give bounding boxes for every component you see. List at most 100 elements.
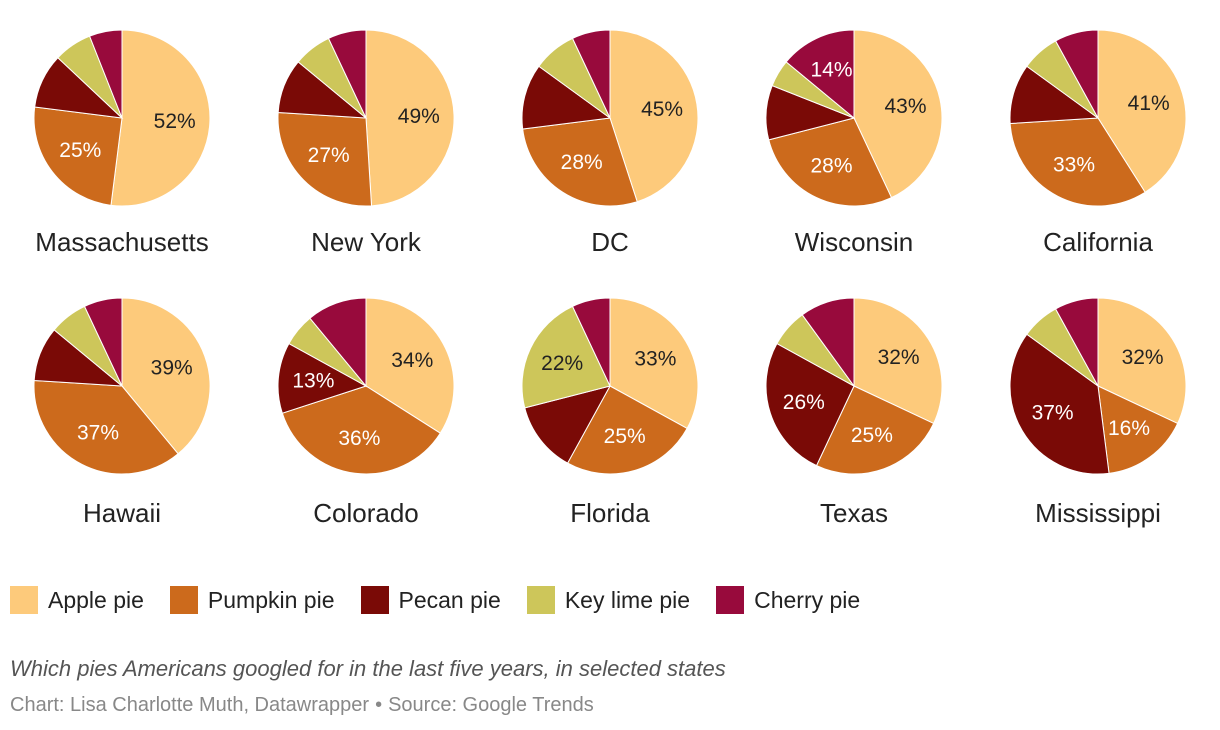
slice-mississippi-cherry: [1054, 297, 1099, 387]
slice-texas-cherry: [801, 297, 855, 388]
chart-caption: Which pies Americans googled for in the …: [10, 656, 726, 681]
legend-item-key-lime: Key lime pie: [526, 586, 690, 614]
slice-dc-pumpkin: [522, 117, 638, 207]
pie-title-texas: Texas: [820, 498, 888, 528]
legend-label-cherry: Cherry pie: [754, 586, 861, 613]
slice-hawaii-cherry: [83, 297, 123, 387]
slice-dc-cherry: [571, 29, 611, 119]
slice-label-california-apple: 41%: [1128, 92, 1170, 115]
slice-texas-pumpkin: [815, 385, 935, 475]
pie-new-york: 49% 27% New York: [277, 29, 455, 257]
slice-label-texas-pecan: 26%: [783, 391, 825, 414]
slice-label-mississippi-pumpkin: 16%: [1108, 417, 1150, 440]
slice-new-york-pumpkin: [277, 111, 373, 207]
pie-dc: 45% 28% DC: [521, 29, 699, 257]
pie-massachusetts: 52% 25% Massachusetts: [33, 29, 211, 257]
slice-label-florida-apple: 33%: [634, 348, 676, 371]
slice-label-dc-apple: 45%: [641, 98, 683, 121]
slice-label-dc-pumpkin: 28%: [561, 151, 603, 174]
slice-florida-key-lime: [521, 305, 611, 409]
slice-label-colorado-pecan: 13%: [292, 370, 334, 393]
slice-massachusetts-apple: [110, 29, 211, 207]
slice-florida-cherry: [571, 297, 611, 387]
legend-item-pumpkin: Pumpkin pie: [169, 586, 335, 614]
pie-title-massachusetts: Massachusetts: [35, 227, 208, 257]
pie-texas: 32% 25% 26% Texas: [765, 297, 943, 528]
slice-hawaii-pumpkin: [33, 379, 179, 475]
slice-label-mississippi-pecan: 37%: [1032, 401, 1074, 424]
slice-colorado-cherry: [309, 297, 367, 388]
slice-new-york-cherry: [327, 29, 367, 119]
pie-mississippi: 32% 16% 37% Mississippi: [1009, 297, 1187, 528]
slice-massachusetts-pumpkin: [33, 106, 123, 206]
pie-title-mississippi: Mississippi: [1035, 498, 1161, 528]
slice-new-york-apple: [365, 29, 455, 207]
pie-title-california: California: [1043, 227, 1153, 257]
slice-label-hawaii-pumpkin: 37%: [77, 422, 119, 445]
slice-mississippi-pecan: [1009, 333, 1110, 475]
slice-texas-apple: [853, 297, 943, 425]
pie-title-colorado: Colorado: [313, 498, 419, 528]
slice-colorado-pecan: [277, 342, 368, 414]
legend-swatch-apple: [10, 586, 38, 614]
slice-label-colorado-pumpkin: 36%: [338, 427, 380, 450]
pie-title-florida: Florida: [570, 498, 650, 528]
credit-author: Chart: Lisa Charlotte Muth, Datawrapper: [10, 694, 370, 716]
slice-label-massachusetts-apple: 52%: [154, 110, 196, 133]
slice-wisconsin-cherry: [785, 29, 855, 120]
slice-label-wisconsin-cherry: 14%: [810, 59, 852, 82]
pie-title-dc: DC: [591, 227, 629, 257]
legend: Apple pie Pumpkin pie Pecan pie Key lime…: [10, 586, 886, 614]
slice-hawaii-apple: [121, 297, 211, 455]
slice-florida-pecan: [524, 385, 611, 464]
slice-label-texas-pumpkin: 25%: [851, 424, 893, 447]
slice-label-new-york-pumpkin: 27%: [308, 144, 350, 167]
legend-item-apple: Apple pie: [10, 586, 144, 614]
slice-dc-apple: [609, 29, 699, 203]
credit-separator: •: [375, 694, 383, 716]
legend-swatch-cherry: [716, 586, 745, 614]
pie-wisconsin: 43% 28% 14% Wisconsin: [765, 29, 943, 257]
pie-hawaii: 39% 37% Hawaii: [33, 297, 211, 528]
legend-label-apple: Apple pie: [48, 586, 144, 613]
slice-label-florida-key-lime: 22%: [541, 352, 583, 375]
legend-label-pecan: Pecan pie: [398, 586, 501, 613]
pie-california: 41% 33% California: [1009, 29, 1187, 257]
slice-dc-pecan: [521, 65, 612, 130]
legend-swatch-key-lime: [526, 586, 555, 614]
slice-label-texas-apple: 32%: [878, 346, 920, 369]
slice-label-california-pumpkin: 33%: [1053, 154, 1095, 177]
slice-california-cherry: [1054, 29, 1099, 119]
slice-florida-pumpkin: [566, 385, 688, 475]
pie-colorado: 34% 36% 13% Colorado: [277, 297, 455, 528]
slice-wisconsin-apple: [853, 29, 943, 199]
slice-massachusetts-cherry: [88, 29, 123, 119]
legend-swatch-pumpkin: [169, 586, 198, 614]
pie-title-new-york: New York: [311, 227, 422, 257]
legend-label-pumpkin: Pumpkin pie: [207, 586, 335, 613]
slice-label-mississippi-apple: 32%: [1122, 346, 1164, 369]
pie-florida: 33% 25% 22% Florida: [521, 297, 699, 528]
chart-credit: Chart: Lisa Charlotte Muth, Datawrapper •…: [10, 694, 594, 717]
slice-label-new-york-apple: 49%: [398, 105, 440, 128]
slice-label-florida-pumpkin: 25%: [604, 425, 646, 448]
legend-item-pecan: Pecan pie: [360, 586, 501, 614]
slice-mississippi-apple: [1097, 297, 1187, 425]
slice-label-hawaii-apple: 39%: [151, 357, 193, 380]
slice-label-wisconsin-apple: 43%: [884, 95, 926, 118]
slice-california-pumpkin: [1009, 117, 1146, 207]
pie-title-wisconsin: Wisconsin: [795, 227, 913, 257]
credit-source: Source: Google Trends: [388, 694, 594, 716]
slice-florida-apple: [609, 297, 699, 430]
legend-swatch-pecan: [360, 586, 389, 614]
slice-label-colorado-apple: 34%: [391, 349, 433, 372]
legend-item-cherry: Cherry pie: [716, 586, 860, 614]
slice-label-wisconsin-pumpkin: 28%: [810, 154, 852, 177]
slice-label-massachusetts-pumpkin: 25%: [59, 139, 101, 162]
slice-wisconsin-pumpkin: [768, 117, 893, 207]
slice-colorado-pumpkin: [281, 385, 441, 475]
pie-title-hawaii: Hawaii: [83, 498, 161, 528]
pie-grid: 52% 25% Massachusetts 49% 27% New York 45% 28% D…: [33, 29, 1187, 528]
slice-mississippi-pumpkin: [1097, 385, 1179, 474]
